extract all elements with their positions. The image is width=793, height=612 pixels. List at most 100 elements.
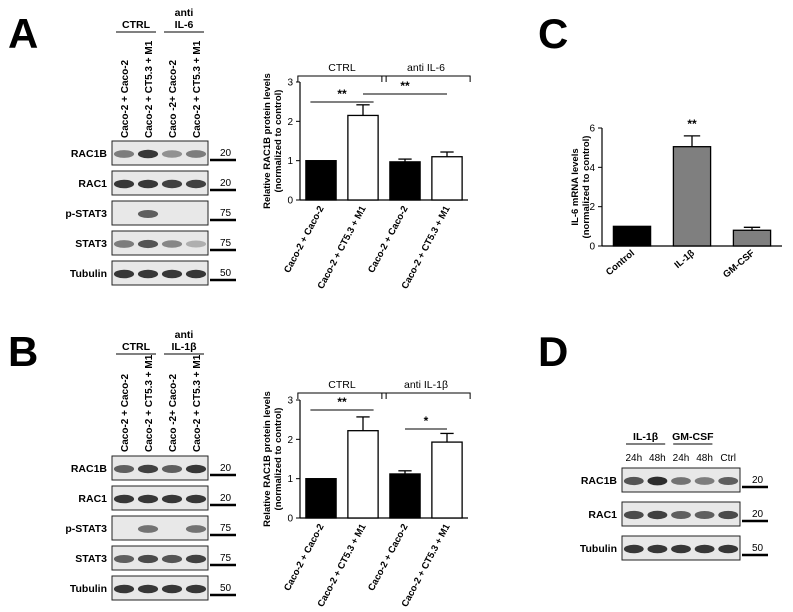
blot-band [113,150,135,158]
blot-band [161,584,183,594]
blot-band [137,209,159,219]
blot-lane-label: 24h [673,453,690,464]
blot-band [185,464,207,474]
blot-band [113,494,135,504]
blot-row-label: Tubulin [70,583,107,595]
group-label: CTRL [328,62,356,74]
blot-band [137,269,159,279]
y-tick-label: 0 [287,196,293,207]
blot-marker-label: 20 [752,509,764,520]
blot-band [185,150,207,158]
y-tick-label: 1 [287,156,293,167]
blot-row-label: RAC1 [78,178,107,190]
y-tick-label: 0 [589,242,595,253]
blot-row-label: p-STAT3 [65,208,107,220]
blot-marker-label: 20 [220,463,232,474]
blot-marker-label: 75 [220,523,232,534]
blot-band [694,544,715,554]
blot-band [185,240,207,248]
panel-letter-a: A [8,10,38,57]
y-tick-label: 4 [589,163,595,174]
group-label: CTRL [328,379,356,391]
blot-marker-label: 75 [220,553,232,564]
significance-label: ** [337,87,347,101]
y-tick-label: 3 [287,396,293,407]
blot-band [671,510,691,520]
blot-band [623,476,644,486]
group-bracket [381,75,471,82]
blot-band [623,544,644,554]
blot-band [671,544,691,554]
blot-row-label: STAT3 [75,238,107,250]
blot-band [137,239,159,249]
western-blot-d: IL-1β GM-CSF 24h 48h 24h 48h Ctrl RAC1B 20 RAC1 20… [580,431,768,561]
bar [347,114,379,201]
bar [431,441,463,519]
y-tick-label: 2 [287,117,293,128]
blot-band [185,584,207,594]
blot-row-label: Tubulin [580,543,617,555]
x-tick-label: Control [604,248,637,278]
group-label: anti IL-1β [404,379,448,391]
blot-band [137,525,159,533]
blot-band [694,477,715,485]
group-bracket [297,75,387,82]
blot-marker-label: 20 [220,148,232,159]
blot-row-label: RAC1 [588,509,617,521]
blot-row-label: RAC1B [581,475,618,487]
blot-lane-label: 24h [625,453,642,464]
blot-group-label: anti IL-1β [171,329,197,353]
western-blot-a: CTRL anti IL-6 Caco-2 + Caco-2 Caco-2 + CT5.… [65,7,236,286]
y-tick-label: 2 [589,202,595,213]
blot-band [161,554,183,564]
significance-label: ** [687,117,697,131]
blot-band [185,494,207,504]
blot-group-label: GM-CSF [672,431,714,443]
blot-row-label: RAC1B [71,463,108,475]
blot-marker-label: 50 [752,543,764,554]
blot-band [137,179,159,189]
blot-marker-label: 20 [220,493,232,504]
blot-row-label: p-STAT3 [65,523,107,535]
panel-letter-b: B [8,328,38,375]
blot-band [185,269,207,279]
blot-band [161,179,183,189]
significance-label: ** [400,79,410,93]
blot-lane-label: Caco -2+ Caco-2 [168,59,179,138]
blot-group-label: CTRL [122,341,151,353]
blot-lane-label: Caco -2+ Caco-2 [168,373,179,452]
blot-lane-label: Ctrl [720,453,736,464]
blot-lane-label: Caco-2 + Caco-2 [120,373,131,452]
blot-band [113,464,135,474]
blot-band [718,510,739,520]
x-tick-label: Caco-2 + CT5.3 + M1 [400,522,453,609]
y-axis-label: Relative RAC1B protein levels(normalized… [262,73,284,209]
blot-marker-label: 20 [752,475,764,486]
x-tick-label: GM-CSF [721,248,757,281]
blot-lane-label: 48h [696,453,713,464]
blot-marker-label: 50 [220,268,232,279]
group-label: anti IL-6 [407,62,445,74]
blot-strip [111,200,209,226]
y-tick-label: 0 [287,514,293,525]
x-tick-label: Caco-2 + CT5.3 + M1 [400,204,453,291]
blot-band [647,510,668,520]
blot-band [161,240,183,248]
group-bracket [381,392,471,399]
bar [431,156,463,201]
blot-band [671,477,691,485]
blot-band [647,476,668,486]
bar [612,225,652,247]
y-tick-label: 3 [287,78,293,89]
blot-marker-label: 75 [220,208,232,219]
blot-band [113,179,135,189]
x-tick-label: Caco-2 + Caco-2 [282,522,327,593]
blot-group-label: CTRL [122,19,151,31]
blot-lane-label: 48h [649,453,666,464]
blot-band [137,584,159,594]
blot-group-label: anti IL-6 [175,7,194,31]
bar-chart-c: 0 2 4 6IL-6 mRNA levels(normalized to contr… [570,117,782,281]
bar [389,473,421,519]
panel-letter-c: C [538,10,568,57]
